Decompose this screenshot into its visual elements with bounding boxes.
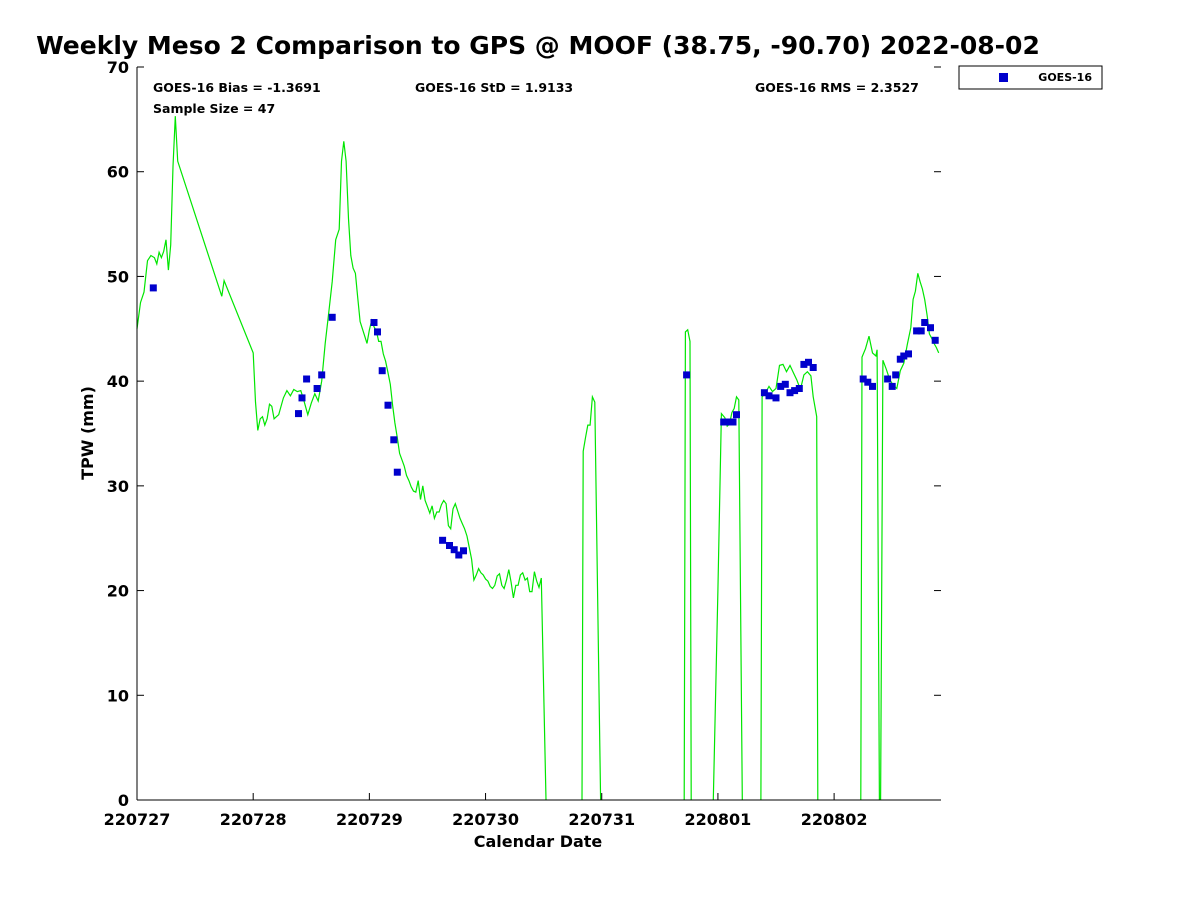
x-tick-label: 220727 <box>104 810 171 829</box>
gps-line-layer <box>136 116 940 801</box>
plot-area <box>137 67 941 800</box>
goes-16-point <box>303 375 311 383</box>
goes-16-point <box>455 551 463 559</box>
goes-16-point <box>892 371 900 379</box>
gps-line-segment <box>581 394 602 801</box>
goes-16-point <box>760 389 768 397</box>
x-tick-label: 220802 <box>801 810 868 829</box>
gps-line-segment <box>860 335 881 801</box>
goes-16-point <box>724 418 732 426</box>
goes-16-point <box>869 382 876 390</box>
legend-marker-goes-16 <box>999 73 1008 82</box>
legend-box <box>958 65 1103 90</box>
x-tick-label: 220728 <box>220 810 287 829</box>
sample-size-stat: Sample Size = 47 <box>153 101 275 116</box>
goes-16-point <box>328 313 336 321</box>
goes-16-point <box>859 375 867 383</box>
goes-16-point <box>318 371 326 379</box>
goes-16-point <box>777 382 785 390</box>
y-axis-label: TPW (mm) <box>78 386 97 480</box>
goes-16-point <box>384 401 392 409</box>
gps-line-segment <box>683 328 692 801</box>
legend: GOES-16 <box>958 65 1103 90</box>
goes-16-point <box>370 319 378 326</box>
goes-point-layer <box>149 284 939 559</box>
y-tick-label: 60 <box>107 163 129 182</box>
goes-16-point <box>809 364 817 371</box>
y-tick-label: 50 <box>107 267 129 286</box>
goes-16-point <box>313 385 321 392</box>
goes-16-point <box>374 328 381 336</box>
goes-16-point <box>805 358 812 366</box>
goes-16-point <box>931 336 939 344</box>
goes-16-point <box>729 418 737 426</box>
rms-stat: GOES-16 RMS = 2.3527 <box>755 80 919 95</box>
goes-16-point <box>917 327 925 335</box>
goes-16-point <box>298 394 306 402</box>
x-axis-label: Calendar Date <box>474 832 603 851</box>
goes-16-point <box>733 411 740 419</box>
goes-16-point <box>149 284 157 292</box>
goes-16-point <box>905 350 912 358</box>
y-tick-label: 10 <box>107 686 129 705</box>
legend-label-goes-16: GOES-16 <box>1038 71 1092 84</box>
y-tick-label: 40 <box>107 372 129 391</box>
goes-16-point <box>720 418 728 426</box>
goes-16-point <box>450 546 458 554</box>
x-tick-label: 220731 <box>568 810 635 829</box>
y-tick-label: 70 <box>107 58 129 77</box>
goes-16-point <box>791 387 799 395</box>
goes-16-point <box>460 547 467 555</box>
bias-stat: GOES-16 Bias = -1.3691 <box>153 80 321 95</box>
y-tick-label: 20 <box>107 582 129 601</box>
goes-16-point <box>390 436 398 444</box>
goes-16-point <box>765 392 773 400</box>
goes-16-point <box>439 536 447 544</box>
x-tick-label: 220801 <box>685 810 752 829</box>
goes-16-point <box>800 360 808 368</box>
goes-16-point <box>900 352 908 360</box>
goes-16-point <box>786 389 794 397</box>
gps-line-segment <box>879 273 940 801</box>
x-tick-label: 220729 <box>336 810 403 829</box>
y-tick-label: 30 <box>107 477 129 496</box>
chart-title: Weekly Meso 2 Comparison to GPS @ MOOF (… <box>36 31 1040 60</box>
std-stat: GOES-16 StD = 1.9133 <box>415 80 573 95</box>
goes-16-point <box>888 382 896 390</box>
goes-16-point <box>795 385 803 392</box>
goes-16-point <box>864 378 872 386</box>
goes-16-point <box>295 410 302 418</box>
goes-16-point <box>921 319 929 326</box>
goes-16-point <box>884 375 892 383</box>
goes-16-point <box>393 468 401 476</box>
goes-16-point <box>913 327 921 335</box>
gps-line-segment <box>760 363 819 801</box>
goes-16-point <box>927 324 934 332</box>
goes-16-point <box>446 542 453 549</box>
goes-16-point <box>378 367 386 375</box>
goes-16-point <box>683 371 691 379</box>
axis-ticks: 0 10 20 30 40 50 60 70 220727 220728 220729 220730 2… <box>104 58 941 829</box>
goes-16-point <box>772 394 780 402</box>
x-tick-label: 220730 <box>452 810 519 829</box>
goes-16-point <box>781 380 789 388</box>
y-tick-label: 0 <box>118 791 129 810</box>
gps-line-segment <box>136 116 547 801</box>
